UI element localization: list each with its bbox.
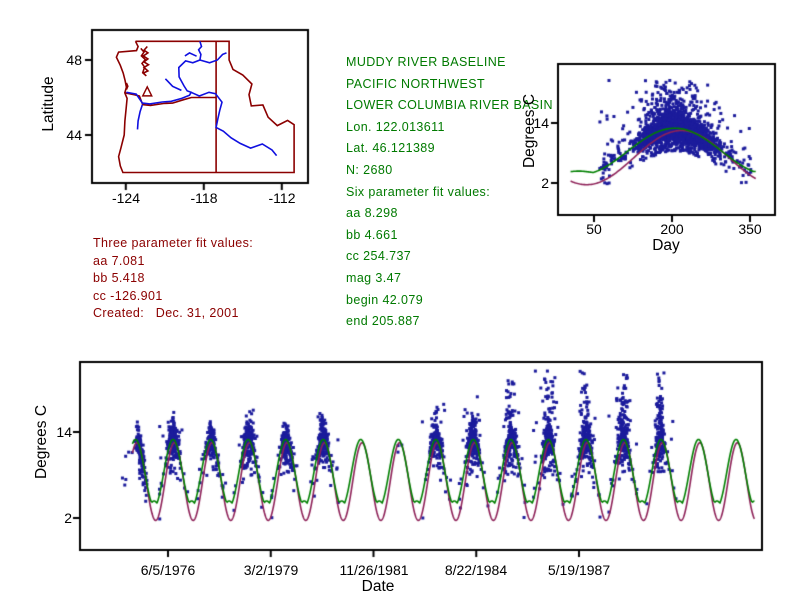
six-param-aa: aa 8.298	[346, 206, 398, 220]
ts-plot-x-axis-label: Date	[361, 578, 395, 595]
day-plot-x-tick-200: 200	[660, 221, 684, 237]
six-param-mag: mag 3.47	[346, 271, 402, 285]
day-plot-y-tick-2: 2	[541, 175, 549, 191]
station-region: PACIFIC NORTHWEST	[346, 77, 485, 91]
day-plot-x-tick-350: 350	[738, 221, 762, 237]
ts-plot-x-tick-1979: 3/2/1979	[243, 562, 299, 578]
day-plot-y-tick-14: 14	[533, 115, 549, 131]
map-border-line	[140, 45, 151, 77]
six-param-end: end 205.887	[346, 314, 420, 328]
station-basin: LOWER COLUMBIA RIVER BASIN	[346, 98, 553, 112]
ts-plot-x-tick-1984: 8/22/1984	[444, 562, 508, 578]
station-longitude: Lon. 122.013611	[346, 120, 445, 134]
map-river-line	[190, 91, 278, 157]
day-plot-x-tick-50: 50	[586, 221, 602, 237]
ts-plot-x-tick-1976: 6/5/1976	[140, 562, 196, 578]
six-param-begin: begin 42.079	[346, 293, 424, 307]
ts-plot-y-axis-label: Degrees C	[33, 404, 50, 480]
station-title: MUDDY RIVER BASELINE	[346, 55, 506, 69]
created-date: Created: Dec. 31, 2001	[93, 306, 239, 320]
map-x-tick-124: -124	[111, 190, 141, 206]
three-param-cc: cc -126.901	[93, 289, 163, 303]
ts-plot-y-tick-14: 14	[56, 424, 72, 440]
map-river-line	[164, 78, 182, 92]
map-x-tick-118: -118	[190, 190, 218, 206]
map-border-line	[125, 82, 129, 90]
map-y-tick-48: 48	[66, 52, 82, 68]
site-map	[115, 40, 295, 174]
day-plot-y-axis-label: Degrees C	[521, 93, 538, 169]
site-marker-triangle	[141, 85, 153, 97]
three-param-aa: aa 7.081	[93, 254, 145, 268]
ts-plot-y-tick-2: 2	[64, 510, 72, 526]
six-param-bb: bb 4.661	[346, 228, 398, 242]
map-x-tick-112: -112	[268, 190, 296, 206]
map-river-line	[199, 52, 227, 64]
three-param-header: Three parameter fit values:	[93, 236, 254, 250]
six-param-header: Six parameter fit values:	[346, 185, 491, 199]
map-river-line	[184, 51, 197, 57]
map-y-axis-label: Latitude	[40, 76, 57, 132]
map-border-line	[115, 40, 295, 174]
six-param-cc: cc 254.737	[346, 249, 412, 263]
three-param-bb: bb 5.418	[93, 271, 145, 285]
map-river-line	[136, 104, 144, 130]
day-plot-x-axis-label: Day	[652, 237, 680, 254]
ts-plot-x-tick-1987: 5/19/1987	[547, 562, 611, 578]
station-latitude: Lat. 46.121389	[346, 141, 436, 155]
map-y-tick-44: 44	[66, 127, 82, 143]
station-n-count: N: 2680	[346, 163, 393, 177]
ts-plot-x-tick-1981: 11/26/1981	[339, 562, 409, 578]
map-river-line	[126, 41, 203, 105]
